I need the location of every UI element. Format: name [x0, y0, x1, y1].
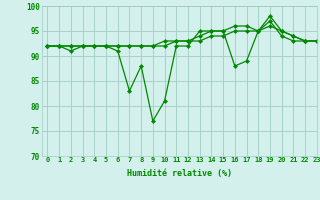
X-axis label: Humidité relative (%): Humidité relative (%) — [127, 169, 232, 178]
